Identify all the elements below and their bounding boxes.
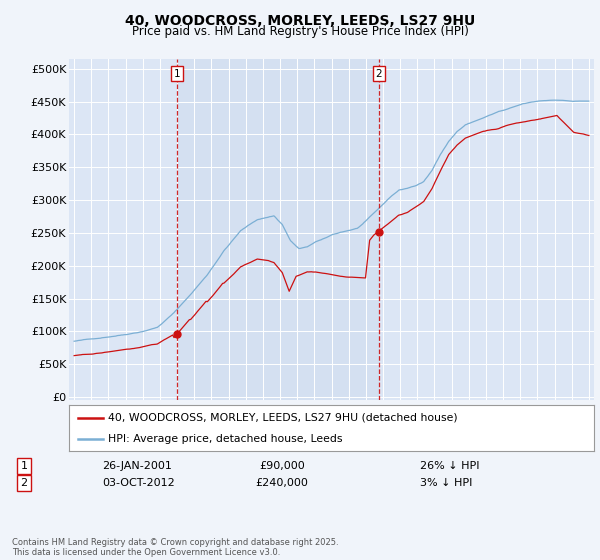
- Text: 1: 1: [174, 69, 181, 78]
- Text: 1: 1: [20, 461, 28, 471]
- Text: 40, WOODCROSS, MORLEY, LEEDS, LS27 9HU (detached house): 40, WOODCROSS, MORLEY, LEEDS, LS27 9HU (…: [109, 413, 458, 423]
- Text: 26% ↓ HPI: 26% ↓ HPI: [420, 461, 479, 471]
- Text: 03-OCT-2012: 03-OCT-2012: [102, 478, 175, 488]
- Text: 3% ↓ HPI: 3% ↓ HPI: [420, 478, 472, 488]
- Text: £90,000: £90,000: [259, 461, 305, 471]
- Text: HPI: Average price, detached house, Leeds: HPI: Average price, detached house, Leed…: [109, 435, 343, 444]
- Text: Price paid vs. HM Land Registry's House Price Index (HPI): Price paid vs. HM Land Registry's House …: [131, 25, 469, 38]
- Text: 2: 2: [376, 69, 382, 78]
- Text: £240,000: £240,000: [256, 478, 308, 488]
- Bar: [177, 59, 379, 400]
- Text: 2: 2: [20, 478, 28, 488]
- Text: 26-JAN-2001: 26-JAN-2001: [102, 461, 172, 471]
- Text: 40, WOODCROSS, MORLEY, LEEDS, LS27 9HU: 40, WOODCROSS, MORLEY, LEEDS, LS27 9HU: [125, 14, 475, 28]
- Text: Contains HM Land Registry data © Crown copyright and database right 2025.
This d: Contains HM Land Registry data © Crown c…: [12, 538, 338, 557]
